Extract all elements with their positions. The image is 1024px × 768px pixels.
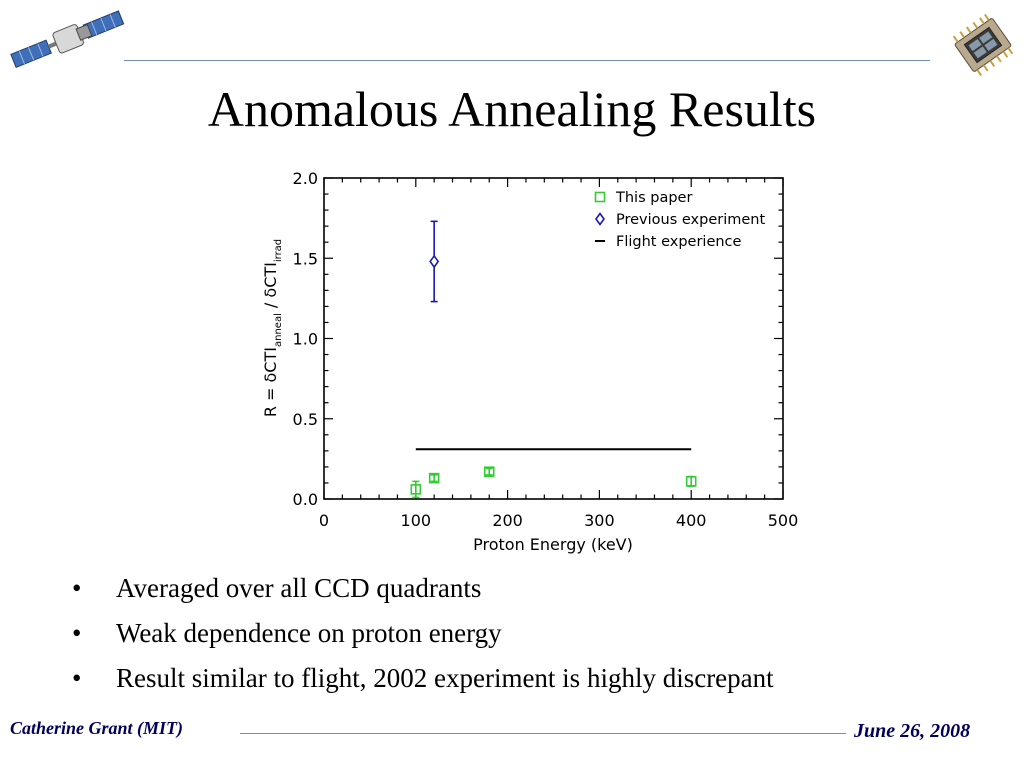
legend: This paper Previous experiment Flight expe…: [594, 190, 765, 250]
ccd-chip-icon: [952, 13, 1014, 77]
this-paper-point: [410, 484, 422, 495]
bullet-glyph: •: [72, 663, 82, 693]
bullet-item: • Result similar to flight, 2002 experime…: [72, 656, 774, 701]
legend-label: This paper: [615, 190, 692, 206]
y-tick-label: 0.5: [293, 410, 318, 429]
x-tick-label: 100: [401, 511, 432, 530]
satellite-icon: [10, 10, 125, 69]
footer-rule: [240, 733, 846, 734]
y-axis-label: R = δCTIanneal / δCTIirrad: [261, 239, 284, 417]
x-axis-label: Proton Energy (keV): [473, 535, 633, 554]
bullet-glyph: •: [72, 573, 82, 603]
data-marks: [410, 220, 697, 499]
svg-text:R = δCTIanneal / δCTIirrad: R = δCTIanneal / δCTIirrad: [261, 239, 284, 417]
bullet-item: • Weak dependence on proton energy: [72, 611, 774, 656]
x-tick-label: 200: [492, 511, 523, 530]
this-paper-point: [428, 472, 440, 484]
legend-label: Flight experience: [616, 234, 742, 250]
x-tick-label: 0: [319, 511, 329, 530]
y-tick-label: 0.0: [293, 490, 318, 509]
y-tick-label: 1.5: [293, 249, 318, 268]
x-tick-label: 500: [768, 511, 799, 530]
bullet-text: Weak dependence on proton energy: [116, 618, 502, 648]
x-tick-label: 300: [584, 511, 615, 530]
previous-experiment-point: [429, 254, 440, 269]
footer-author: Catherine Grant (MIT): [10, 718, 184, 738]
bullet-text: Averaged over all CCD quadrants: [116, 573, 482, 603]
x-tick-label: 400: [676, 511, 707, 530]
this-paper-point: [483, 466, 495, 478]
bullet-list: • Averaged over all CCD quadrants • Weak d…: [72, 566, 774, 701]
annealing-chart: 0 100 200 300 400 500 0.0 0.5 1.0 1.5 2.0 This pap…: [261, 169, 799, 554]
y-tick-label: 1.0: [293, 330, 318, 349]
y-tick-label: 2.0: [293, 169, 318, 188]
bullet-item: • Averaged over all CCD quadrants: [72, 566, 774, 611]
header-rule: [124, 60, 930, 61]
legend-label: Previous experiment: [616, 212, 765, 228]
this-paper-point: [685, 476, 697, 487]
legend-marker-square: [594, 191, 606, 203]
footer-date: June 26, 2008: [854, 720, 971, 742]
bullet-text: Result similar to flight, 2002 experimen…: [116, 663, 774, 693]
tick-labels: 0 100 200 300 400 500 0.0 0.5 1.0 1.5 2.0: [293, 169, 799, 530]
legend-marker-diamond: [595, 212, 605, 226]
bullet-glyph: •: [72, 618, 82, 648]
slide-title: Anomalous Annealing Results: [207, 81, 817, 137]
